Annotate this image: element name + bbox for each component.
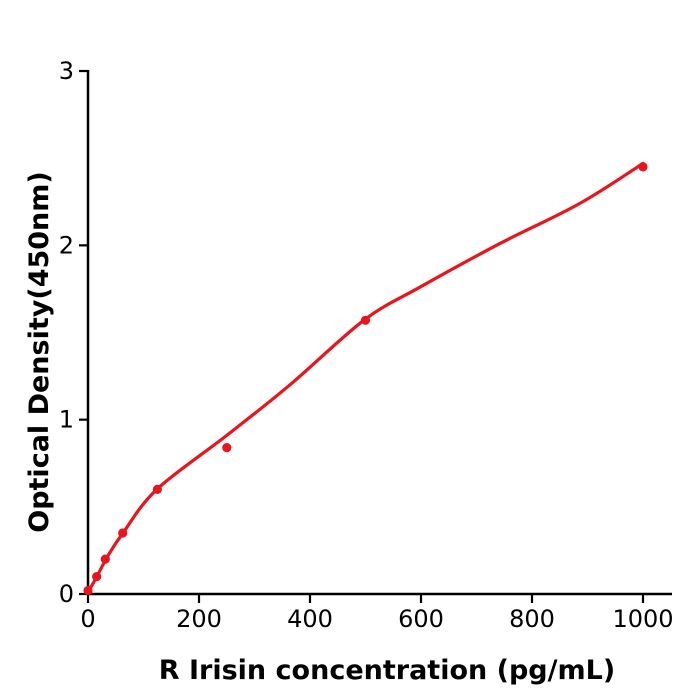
x-tick-label: 200 xyxy=(176,605,222,633)
data-point xyxy=(360,315,371,325)
x-axis-title: R Irisin concentration (pg/mL) xyxy=(159,655,615,686)
y-axis-title: Optical Density(450nm) xyxy=(24,171,55,533)
data-point xyxy=(638,162,648,172)
x-tick-label: 1000 xyxy=(612,605,673,633)
y-tick-label: 3 xyxy=(59,57,74,85)
data-point xyxy=(118,528,128,538)
y-tick-label: 2 xyxy=(59,231,74,259)
data-point xyxy=(100,554,110,564)
data-point xyxy=(92,572,102,582)
data-point xyxy=(222,443,232,453)
x-tick-label: 600 xyxy=(398,605,444,633)
y-axis-ticks: 0 1 2 3 xyxy=(59,57,88,608)
x-tick-label: 400 xyxy=(287,605,333,633)
y-tick-label: 1 xyxy=(59,406,74,434)
y-tick-label: 0 xyxy=(59,580,74,608)
x-tick-label: 800 xyxy=(509,605,555,633)
data-points xyxy=(83,162,648,596)
data-point xyxy=(83,585,93,596)
x-axis-ticks: 0 200 400 600 800 1000 xyxy=(80,594,674,633)
x-tick-label: 0 xyxy=(80,605,95,633)
data-point xyxy=(152,484,162,494)
fit-curve xyxy=(86,161,645,594)
